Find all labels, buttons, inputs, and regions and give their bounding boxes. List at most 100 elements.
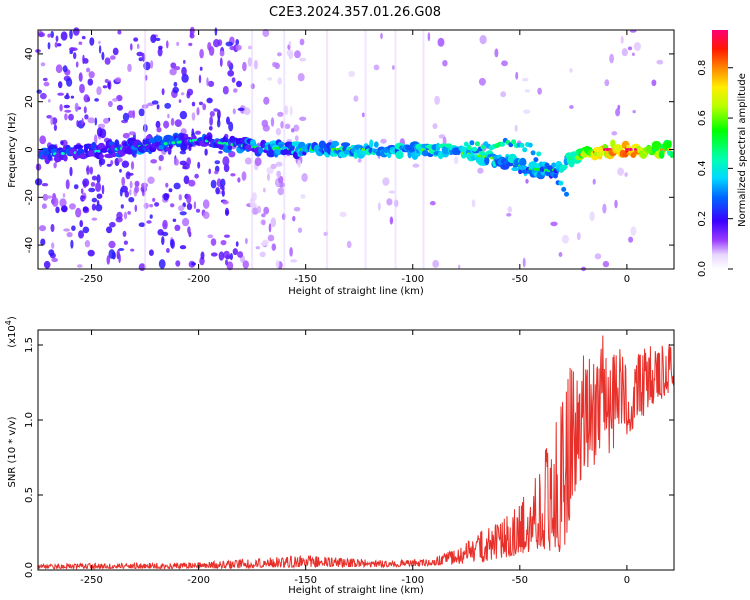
noise-blob <box>96 174 101 184</box>
noise-blob <box>241 171 247 181</box>
noise-blob <box>609 53 614 64</box>
y-tick-label: -20 <box>24 189 35 205</box>
noise-blob <box>209 116 214 126</box>
secondary-ridge-blob <box>552 173 558 179</box>
noise-blob <box>214 170 219 175</box>
secondary-ridge-blob <box>564 191 569 197</box>
noise-blob <box>41 203 47 209</box>
noise-blob <box>299 116 307 122</box>
noise-blob <box>123 211 128 220</box>
noise-blob <box>297 73 305 82</box>
noise-blob <box>214 160 221 165</box>
noise-blob <box>614 199 618 209</box>
noise-blob <box>155 37 161 42</box>
ridge-blob <box>104 153 115 159</box>
spectrogram-x-label: Height of straight line (km) <box>288 286 424 297</box>
noise-blob <box>79 83 85 94</box>
noise-blob <box>90 182 96 187</box>
x-tick-label: -50 <box>512 575 528 586</box>
x-tick-label: -200 <box>187 274 210 285</box>
noise-blob <box>179 150 187 155</box>
noise-blob <box>101 51 105 61</box>
noise-blob <box>290 259 298 263</box>
noise-blob <box>479 35 487 45</box>
noise-blob <box>453 156 459 165</box>
noise-blob <box>225 207 229 217</box>
noise-blob <box>277 77 282 85</box>
noise-blob <box>108 240 116 249</box>
noise-blob <box>56 43 62 47</box>
noise-blob <box>47 98 51 103</box>
noise-blob <box>191 112 196 121</box>
noise-blob <box>266 167 274 174</box>
noise-blob <box>95 204 103 212</box>
noise-blob <box>163 223 167 227</box>
noise-blob <box>270 163 277 170</box>
noise-blob <box>429 201 436 206</box>
noise-blob <box>277 111 284 117</box>
noise-blob <box>346 240 352 249</box>
secondary-ridge-blob <box>469 140 475 146</box>
ridge-blob <box>630 152 636 159</box>
ridge-blob <box>658 150 665 159</box>
noise-blob <box>442 60 448 67</box>
ridge-blob <box>114 139 120 149</box>
noise-blob <box>280 121 284 129</box>
snr-panel: -250 -200 -150 -100 -50 0 0.0 0.5 1.0 1.5 Height… <box>4 316 675 596</box>
noise-blob <box>125 171 131 180</box>
noise-blob <box>380 32 383 40</box>
noise-blob <box>63 228 70 232</box>
noise-blob <box>194 173 199 179</box>
noise-blob <box>219 50 225 57</box>
noise-blob <box>267 77 273 81</box>
noise-blob <box>225 259 228 266</box>
noise-blob <box>150 159 158 164</box>
noise-blob <box>158 45 163 50</box>
noise-blob <box>83 106 87 114</box>
snr-y-ticks: 0.0 0.5 1.0 1.5 <box>24 337 674 578</box>
noise-blob <box>133 37 139 42</box>
noise-blob <box>41 183 49 187</box>
noise-blob <box>84 114 89 120</box>
ridge-blob <box>153 135 163 143</box>
noise-blob <box>276 170 282 178</box>
noise-blob <box>477 167 484 174</box>
noise-blob <box>297 227 303 233</box>
noise-blob <box>656 59 664 65</box>
ridge-blob <box>596 152 604 157</box>
noise-blob <box>221 189 225 197</box>
noise-blob <box>186 88 194 96</box>
noise-blob <box>170 117 175 126</box>
noise-blob <box>69 203 76 210</box>
noise-blob <box>537 87 542 95</box>
noise-blob <box>78 230 84 239</box>
noise-blob <box>288 41 292 46</box>
noise-blob <box>592 178 596 185</box>
noise-blob <box>208 126 213 131</box>
noise-blob <box>155 120 161 129</box>
noise-blob <box>237 251 244 258</box>
noise-blob <box>47 33 51 38</box>
x-tick-label: -250 <box>80 575 103 586</box>
noise-blob <box>380 138 387 144</box>
noise-blob <box>202 211 210 219</box>
noise-blob <box>278 175 284 184</box>
snr-x-label: Height of straight line (km) <box>288 585 424 596</box>
noise-blob <box>247 57 253 67</box>
noise-blob <box>630 226 637 236</box>
noise-blob <box>173 182 181 190</box>
noise-blob <box>210 252 218 257</box>
noise-blob <box>227 70 235 77</box>
y-tick-label: 0.0 <box>24 562 35 578</box>
noise-blob <box>106 163 112 167</box>
noise-blob <box>53 162 57 169</box>
noise-blob <box>392 65 395 70</box>
noise-blob <box>149 214 153 219</box>
noise-blob <box>82 178 90 187</box>
noise-blob <box>615 108 621 117</box>
noise-blob <box>168 188 173 193</box>
noise-blob <box>558 252 563 257</box>
noise-blob <box>624 172 628 177</box>
secondary-ridge-blob <box>536 151 542 157</box>
noise-blob <box>237 107 245 111</box>
